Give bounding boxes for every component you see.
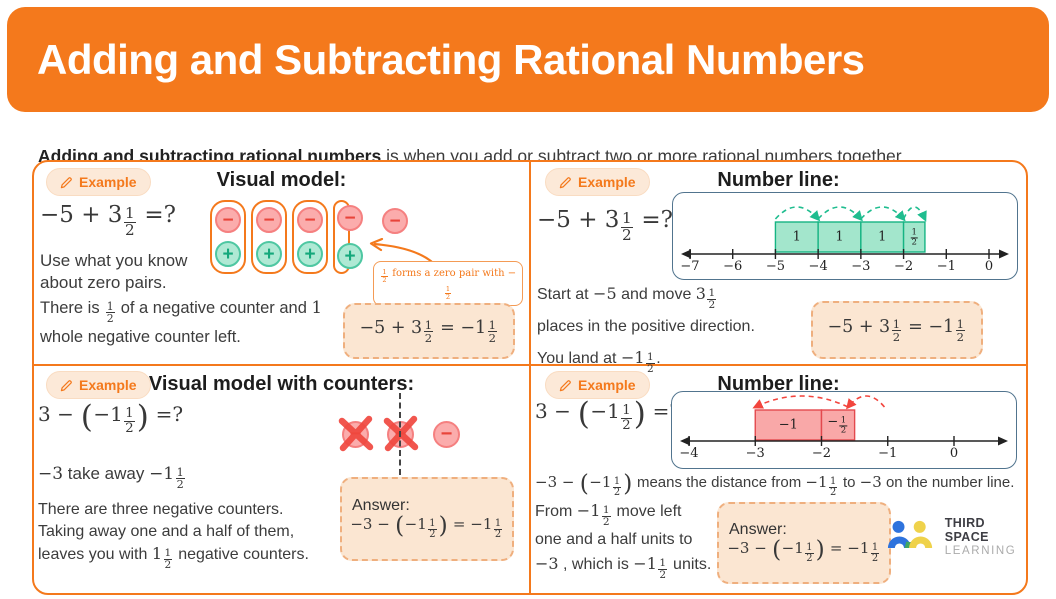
explanation-text: From −1 1 2 move left one and a half units … [535,501,712,581]
example-badge: Example [46,168,151,196]
answer-equation: −3 − (−1 1 2) = −1 1 2 [350,512,503,541]
negative-counter-icon: − [297,207,323,233]
x-mark-icon [383,415,419,452]
number-line-segment-label: −1 2 [827,414,848,436]
panel-title: Number line: [717,169,840,191]
third-space-learning-logo: THIRD SPACE LEARNING [887,516,1026,558]
panel-number-line-subtraction: Example Number line: 3 − (−1 1 2) =? −4 −3−… [531,366,1026,593]
page-title: Adding and Subtracting Rational Numbers [37,35,865,83]
counters-take-away-visual: − − − [334,411,514,481]
grid-divider-vertical [529,162,531,593]
zero-pair-group: − + [292,200,328,274]
number-line-tick-label: −1 [878,446,898,461]
equation: 3 − (−1 1 2) =? [535,395,681,433]
positive-counter-icon: + [297,241,323,267]
pencil-icon [60,379,72,391]
number-line-tick-label: −7 [680,259,700,274]
explanation-text: Start at −5 and move 3 1 2 places in the po… [537,284,755,375]
negative-counter-icon: − [337,205,363,231]
negative-counter-icon: − [215,207,241,233]
take-away-text: −3 take away −1 1 2 [38,464,185,492]
number-line-figure: −7 −6 −5 −4 −3 −2 −1 0 1 1 1 1 2 [672,192,1018,280]
logo-name-line1: THIRD SPACE [944,516,989,545]
number-line-tick-label: −3 [745,446,765,461]
number-line-tick-label: −4 [679,446,699,461]
number-line-tick-label: −5 [765,259,786,274]
pencil-icon [60,176,72,188]
answer-label: Answer: [729,521,787,539]
zero-pair-group: − + [210,200,246,274]
number-line-tick-label: −3 [851,259,871,274]
number-line-tick-label: 0 [984,259,994,274]
x-mark-icon [338,415,374,452]
distance-text: −3 − (−1 1 2) means the distance from −1 1 2… [535,470,1015,499]
number-line-segment-label: 1 [792,229,801,245]
explanation-text: Use what you know about zero pairs. [40,251,188,292]
logo-name-line2: LEARNING [944,544,1017,557]
header-banner: Adding and Subtracting Rational Numbers [7,7,1049,112]
example-badge: Example [545,168,650,196]
pencil-icon [559,379,571,391]
zero-pair-group-half: − + [333,200,363,274]
number-line-tick-label: −2 [893,259,914,274]
number-line-segment-label: −1 [778,417,798,433]
number-line-tick-label: −2 [811,446,832,461]
pencil-icon [559,176,571,188]
example-badge-label: Example [578,174,636,190]
logo-mark-icon [887,520,933,549]
number-line-segment-label: 1 [835,229,844,245]
panel-title: Visual model: [216,169,347,191]
example-badge: Example [46,371,151,399]
positive-counter-icon: + [215,241,241,267]
half-divider-dashed-line [399,393,401,475]
number-line-tick-label: −4 [808,259,828,274]
example-badge-label: Example [79,174,137,190]
panel-title: Number line: [717,373,840,395]
number-line-tick-label: −6 [723,259,743,274]
negative-counter-icon: − [433,421,460,448]
explanation-text: There are three negative counters. Taking… [38,501,309,571]
zero-pairs-visual: − + − + − + − + − [210,200,430,280]
number-line-tick-label: 0 [949,446,959,461]
number-line-figure: −4 −3 −2 −1 0 −1 −1 2 [671,391,1017,469]
example-badge-label: Example [578,377,636,393]
answer-label: Answer: [352,497,410,515]
example-badge-label: Example [79,377,137,393]
panel-title: Visual model with counters: [148,373,415,395]
answer-box: Answer: −3 − (−1 1 2) = −1 1 2 [340,477,514,561]
negative-counter-icon: − [382,208,408,234]
equation: 3 − (−1 1 2) =? [38,398,184,436]
panel-visual-model-with-counters: Example Visual model with counters: 3 − … [34,366,529,593]
negative-counter-icon: − [256,207,282,233]
answer-box: Answer: −3 − (−1 1 2) = −1 1 2 [717,502,891,584]
positive-counter-icon: + [256,241,282,267]
zero-pair-group: − + [251,200,287,274]
grid-divider-horizontal [34,364,1026,366]
example-badge: Example [545,371,650,399]
positive-counter-icon: + [337,243,363,269]
number-line-tick-label: −1 [936,259,956,274]
number-line-segment-label: 1 [878,229,887,245]
answer-equation: −3 − (−1 1 2) = −1 1 2 [727,536,880,565]
